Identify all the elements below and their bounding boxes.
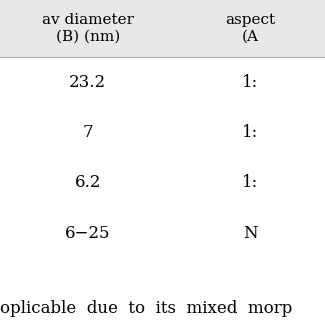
Text: N: N [243, 225, 257, 242]
Text: 6−25: 6−25 [65, 225, 110, 242]
Text: oplicable  due  to  its  mixed  morp: oplicable due to its mixed morp [0, 300, 292, 317]
Text: 1:: 1: [242, 124, 258, 141]
Text: 1:: 1: [242, 73, 258, 91]
Bar [0, 0, 325, 57]
Text: 1:: 1: [242, 174, 258, 191]
Text: av diameter
(B) (nm): av diameter (B) (nm) [42, 13, 134, 44]
Text: 23.2: 23.2 [69, 73, 106, 91]
Text: 6.2: 6.2 [74, 174, 101, 191]
Text: aspect
(A: aspect (A [225, 13, 275, 44]
Text: 7: 7 [83, 124, 93, 141]
